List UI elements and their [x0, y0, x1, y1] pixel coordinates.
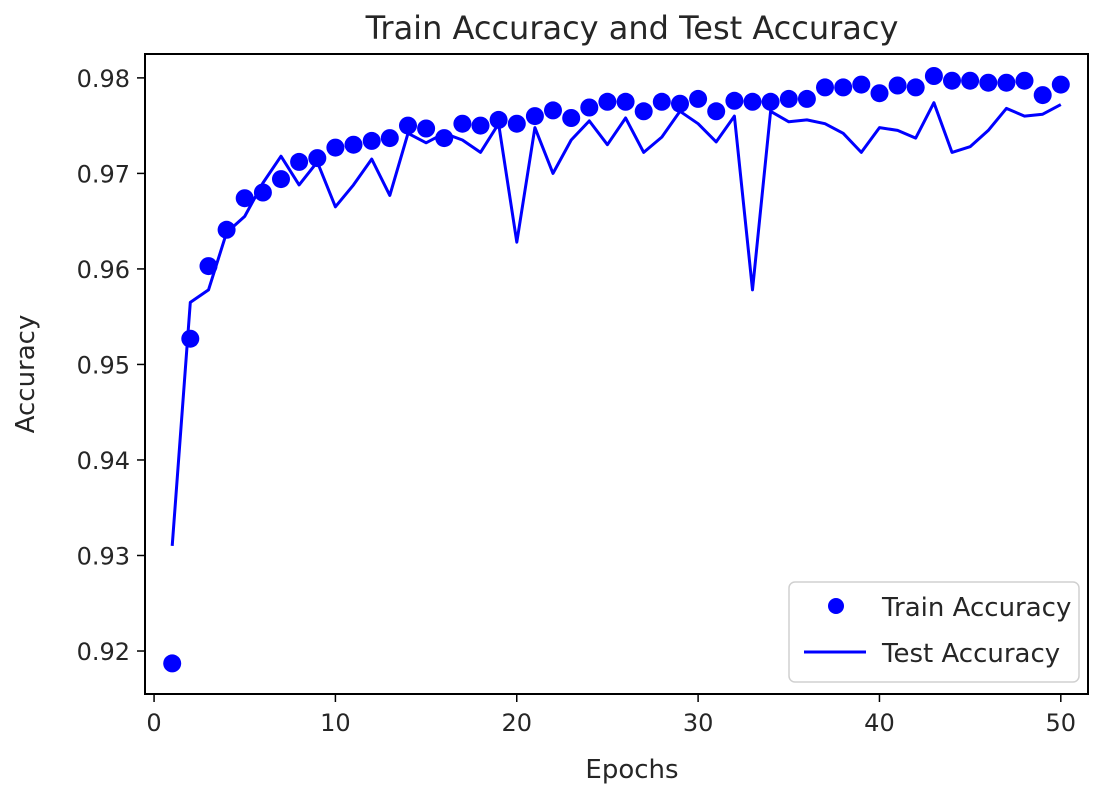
train-accuracy-point [453, 114, 472, 133]
train-accuracy-point [181, 329, 200, 348]
train-accuracy-point [399, 116, 417, 135]
x-tick-label: 40 [864, 709, 895, 737]
train-accuracy-point [1051, 75, 1070, 94]
x-tick-label: 0 [146, 709, 161, 737]
y-tick-label: 0.93 [77, 542, 130, 570]
x-axis: 0 10 20 30 40 50 [146, 694, 1076, 737]
train-accuracy-point [290, 152, 309, 171]
train-accuracy-point [1015, 71, 1034, 90]
train-accuracy-point [217, 220, 236, 239]
train-accuracy-point [671, 94, 689, 113]
train-accuracy-point [652, 92, 671, 111]
y-tick-label: 0.92 [77, 638, 130, 666]
train-accuracy-point [199, 257, 218, 276]
train-accuracy-point [544, 101, 562, 120]
legend-box [788, 581, 1080, 683]
train-accuracy-point [852, 75, 871, 94]
train-accuracy-point [253, 183, 272, 202]
train-accuracy-point [834, 78, 853, 97]
train-accuracy-point [471, 116, 490, 135]
train-accuracy-point [816, 78, 834, 97]
legend: Train Accuracy Test Accuracy [788, 581, 1080, 683]
y-tick-label: 0.94 [77, 447, 130, 475]
train-accuracy-point [634, 102, 653, 121]
plot-frame [144, 53, 1089, 695]
x-tick-label: 10 [320, 709, 351, 737]
train-accuracy-point [779, 89, 798, 108]
train-accuracy-point [797, 89, 816, 108]
train-accuracy-point [344, 135, 363, 154]
train-accuracy-point [888, 76, 907, 95]
train-accuracy-point [489, 110, 508, 129]
y-axis-label: Accuracy [11, 315, 41, 434]
train-accuracy-point [435, 129, 454, 148]
train-accuracy-point [326, 138, 345, 157]
train-accuracy-point [598, 92, 617, 111]
train-accuracy-point [362, 131, 381, 150]
train-accuracy-point [580, 98, 599, 117]
legend-label-test: Test Accuracy [881, 639, 1060, 669]
train-accuracy-point [380, 129, 399, 148]
chart-title: Train Accuracy and Test Accuracy [365, 9, 899, 47]
train-accuracy-point [961, 71, 980, 90]
train-accuracy-point [979, 73, 998, 92]
y-tick-label: 0.96 [77, 256, 130, 284]
y-tick-label: 0.97 [77, 160, 130, 188]
train-accuracy-point [272, 170, 290, 189]
train-accuracy-point [525, 107, 544, 126]
x-tick-label: 30 [683, 709, 714, 737]
x-axis-label: Epochs [585, 755, 678, 785]
train-accuracy-point [870, 84, 889, 103]
train-accuracy-point [761, 92, 780, 111]
y-tick-label: 0.98 [77, 65, 130, 93]
test-accuracy-line [170, 101, 1062, 547]
train-accuracy-point [924, 67, 943, 85]
legend-label-train: Train Accuracy [881, 593, 1071, 623]
train-accuracy-point [707, 102, 726, 121]
train-accuracy-point [906, 78, 925, 97]
train-accuracy-point [725, 91, 744, 110]
train-accuracy-point [562, 109, 581, 127]
train-accuracy-point [943, 71, 961, 90]
train-accuracy-point [417, 119, 436, 138]
train-accuracy-point [1033, 86, 1052, 105]
x-tick-label: 50 [1046, 709, 1077, 737]
train-accuracy-point [308, 149, 327, 168]
y-tick-label: 0.95 [77, 351, 130, 379]
train-accuracy-point [163, 654, 182, 673]
plot-area [163, 67, 1070, 673]
x-tick-label: 20 [501, 709, 532, 737]
train-accuracy-point [507, 114, 526, 133]
train-accuracy-point [616, 92, 635, 111]
legend-marker-train [828, 598, 844, 614]
train-accuracy-point [235, 189, 254, 208]
train-accuracy-point [689, 89, 708, 108]
train-accuracy-point [743, 92, 762, 111]
y-axis: 0.92 0.93 0.94 0.95 0.96 0.97 0.98 [77, 65, 145, 666]
train-accuracy-point [997, 73, 1016, 92]
